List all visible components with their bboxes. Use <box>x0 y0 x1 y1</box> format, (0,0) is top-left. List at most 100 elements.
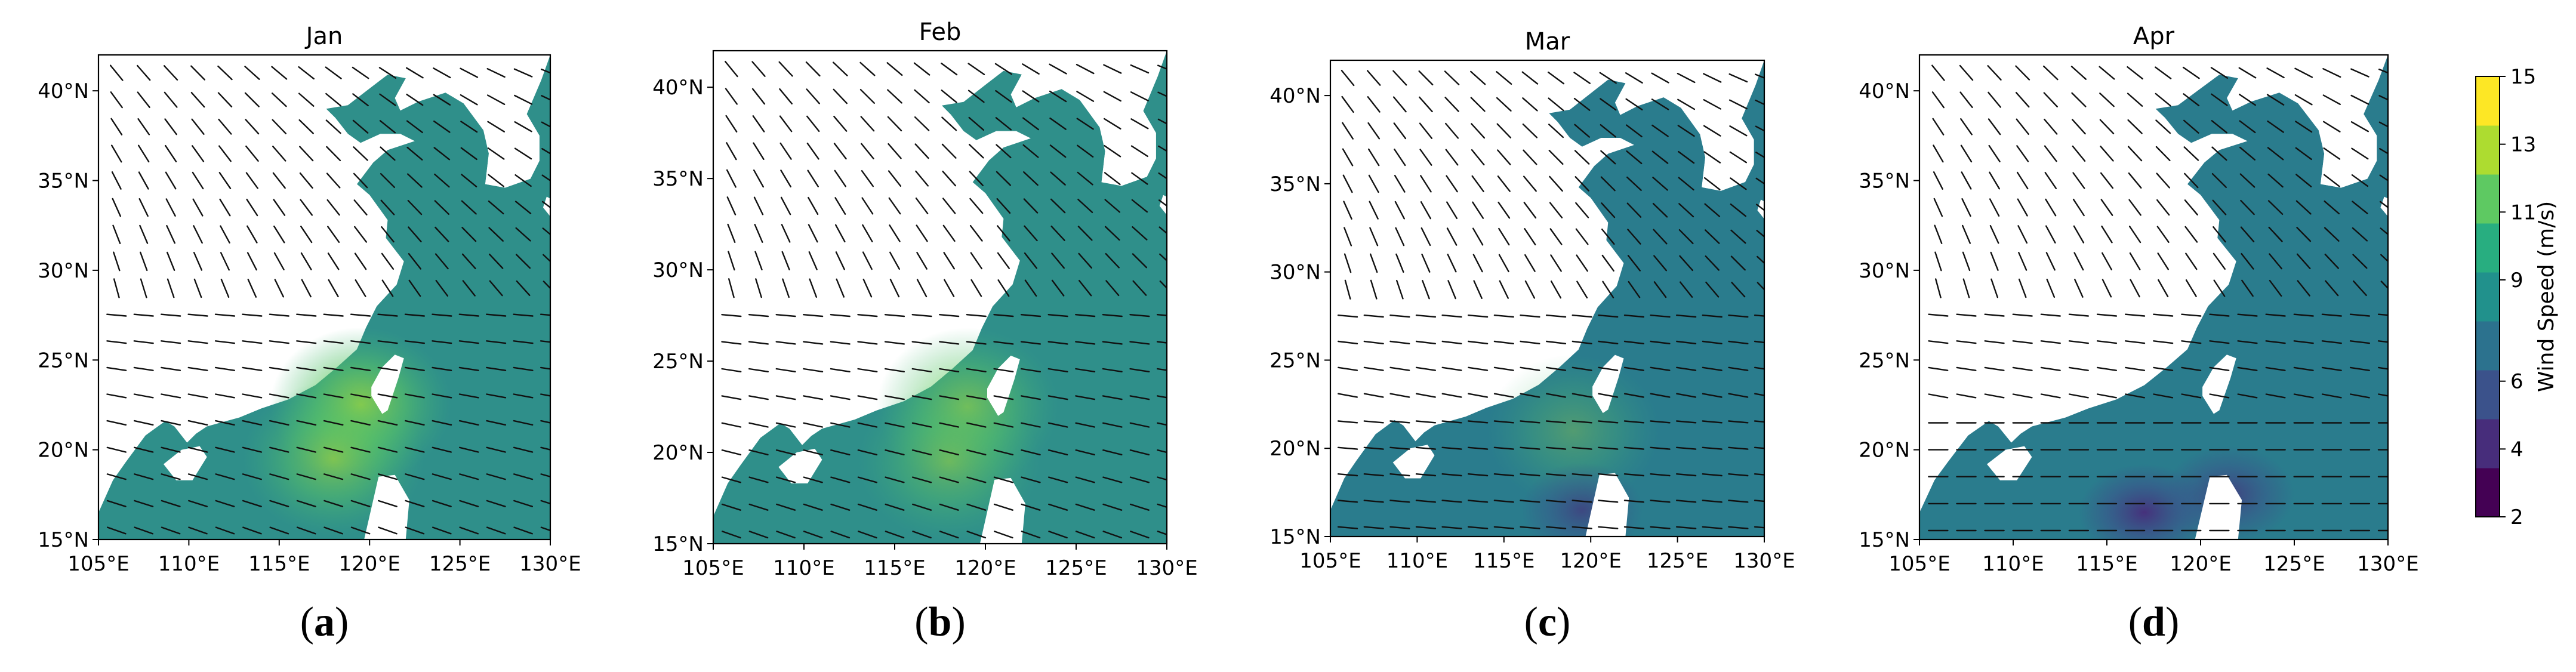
y-tick-label: 20°N <box>1269 437 1321 461</box>
colorbar: 2 4 6 9 11 13 15 Wind Speed (m/s) <box>2475 65 2559 529</box>
map-panel-feb: Feb 105°E 110°E 115°E 120°E 125°E 130°E 15°N 20°… <box>652 19 1197 645</box>
panel-title: Jan <box>304 23 343 50</box>
colorbar-frame <box>2475 76 2500 517</box>
colorbar-tick-label: 6 <box>2510 370 2523 394</box>
x-tick-label: 130°E <box>1136 556 1197 580</box>
colorbar-segment <box>2476 125 2500 175</box>
colorbar-tick-label: 9 <box>2510 269 2523 292</box>
x-tick-label: 125°E <box>429 552 491 576</box>
map-frame <box>1918 54 2389 541</box>
map-panel-mar: Mar 105°E 110°E 115°E 120°E 125°E 130°E 15°N 20°… <box>1269 28 1795 645</box>
x-tick-label: 110°E <box>1386 549 1448 573</box>
y-tick-label: 25°N <box>1859 349 1910 372</box>
colorbar-segment <box>2476 370 2500 420</box>
x-tick-label: 110°E <box>1982 552 2044 576</box>
x-tick-label: 130°E <box>2357 552 2418 576</box>
x-tick-label: 105°E <box>682 556 744 580</box>
panel-caption: (b) <box>914 599 966 645</box>
x-tick-label: 110°E <box>773 556 834 580</box>
island <box>1700 118 1754 191</box>
panel-title: Apr <box>2133 23 2175 50</box>
colorbar-tick-label: 11 <box>2510 201 2536 224</box>
wind-vectors <box>721 60 1167 539</box>
y-tick-label: 30°N <box>38 259 89 283</box>
wind-field <box>713 51 1167 544</box>
island <box>364 474 409 540</box>
y-tick-label: 25°N <box>652 350 704 374</box>
panel-title: Mar <box>1525 28 1570 56</box>
y-tick-label: 40°N <box>1859 79 1910 103</box>
wind-field <box>1919 55 2388 540</box>
x-tick-label: 115°E <box>864 556 925 580</box>
colorbar-segment <box>2476 76 2500 126</box>
island <box>1159 195 1167 215</box>
colorbar-segment <box>2476 174 2500 224</box>
colorbar-tick-label: 13 <box>2510 133 2536 157</box>
y-tick-label: 35°N <box>38 169 89 193</box>
wind-vectors <box>106 64 550 535</box>
x-tick-label: 130°E <box>1733 549 1795 573</box>
y-tick-label: 40°N <box>1269 84 1321 108</box>
x-tick-label: 105°E <box>1888 552 1950 576</box>
x-tick-label: 125°E <box>1045 556 1107 580</box>
y-tick-label: 15°N <box>1859 528 1910 552</box>
colorbar-segment <box>2476 321 2500 371</box>
y-tick-label: 15°N <box>652 532 704 556</box>
y-tick-label: 30°N <box>1859 259 1910 283</box>
colorbar-segment <box>2476 223 2500 273</box>
island <box>2318 114 2377 188</box>
y-tick-label: 30°N <box>652 258 704 282</box>
y-tick-label: 25°N <box>1269 349 1321 372</box>
island <box>2202 355 2236 414</box>
map-frame <box>97 54 551 541</box>
wind-vectors <box>1337 69 1764 529</box>
panel-title: Feb <box>919 19 962 46</box>
island <box>2380 196 2388 217</box>
island <box>1592 355 1624 414</box>
y-tick-label: 40°N <box>652 76 704 100</box>
y-tick-label: 35°N <box>1269 172 1321 196</box>
y-tick-label: 20°N <box>652 441 704 465</box>
x-tick-label: 120°E <box>1560 549 1622 573</box>
wind-vectors <box>1928 64 2388 532</box>
island <box>1585 473 1629 537</box>
island <box>979 477 1025 544</box>
y-tick-label: 25°N <box>38 349 89 372</box>
y-tick-label: 35°N <box>652 167 704 191</box>
island <box>543 196 550 217</box>
island <box>778 448 822 483</box>
wind-field <box>98 55 550 540</box>
x-tick-label: 105°E <box>1299 549 1361 573</box>
colorbar-segment <box>2476 468 2500 517</box>
x-tick-label: 120°E <box>954 556 1016 580</box>
island <box>1757 199 1764 219</box>
island <box>483 114 540 188</box>
x-tick-label: 125°E <box>2263 552 2325 576</box>
y-tick-label: 35°N <box>1859 169 1910 193</box>
island <box>987 355 1020 416</box>
x-tick-label: 115°E <box>248 552 310 576</box>
x-tick-label: 120°E <box>2170 552 2231 576</box>
map-panel-jan: Jan 105°E 110°E 115°E 120°E 125°E 130°E 15°N 20°… <box>38 23 581 645</box>
colorbar-segment <box>2476 419 2500 468</box>
island <box>371 355 404 414</box>
colorbar-label: Wind Speed (m/s) <box>2534 201 2559 392</box>
colorbar-tick-label: 2 <box>2510 505 2523 529</box>
panel-caption: (a) <box>300 599 349 645</box>
colorbar-tick-label: 15 <box>2510 65 2536 89</box>
colorbar-tick-label: 4 <box>2510 437 2523 461</box>
y-tick-label: 20°N <box>1859 439 1910 463</box>
y-tick-label: 15°N <box>38 528 89 552</box>
y-tick-label: 15°N <box>1269 525 1321 549</box>
y-tick-label: 40°N <box>38 79 89 103</box>
island <box>164 446 207 480</box>
map-frame <box>1329 59 1765 538</box>
colorbar-segment <box>2476 272 2500 322</box>
x-tick-label: 115°E <box>2076 552 2137 576</box>
x-tick-label: 115°E <box>1473 549 1534 573</box>
map-panel-apr: Apr 105°E 110°E 115°E 120°E 125°E 130°E 15°N 20°… <box>1859 23 2418 645</box>
wind-field <box>1330 60 1764 537</box>
island <box>2195 474 2242 540</box>
map-frame <box>712 50 1168 545</box>
